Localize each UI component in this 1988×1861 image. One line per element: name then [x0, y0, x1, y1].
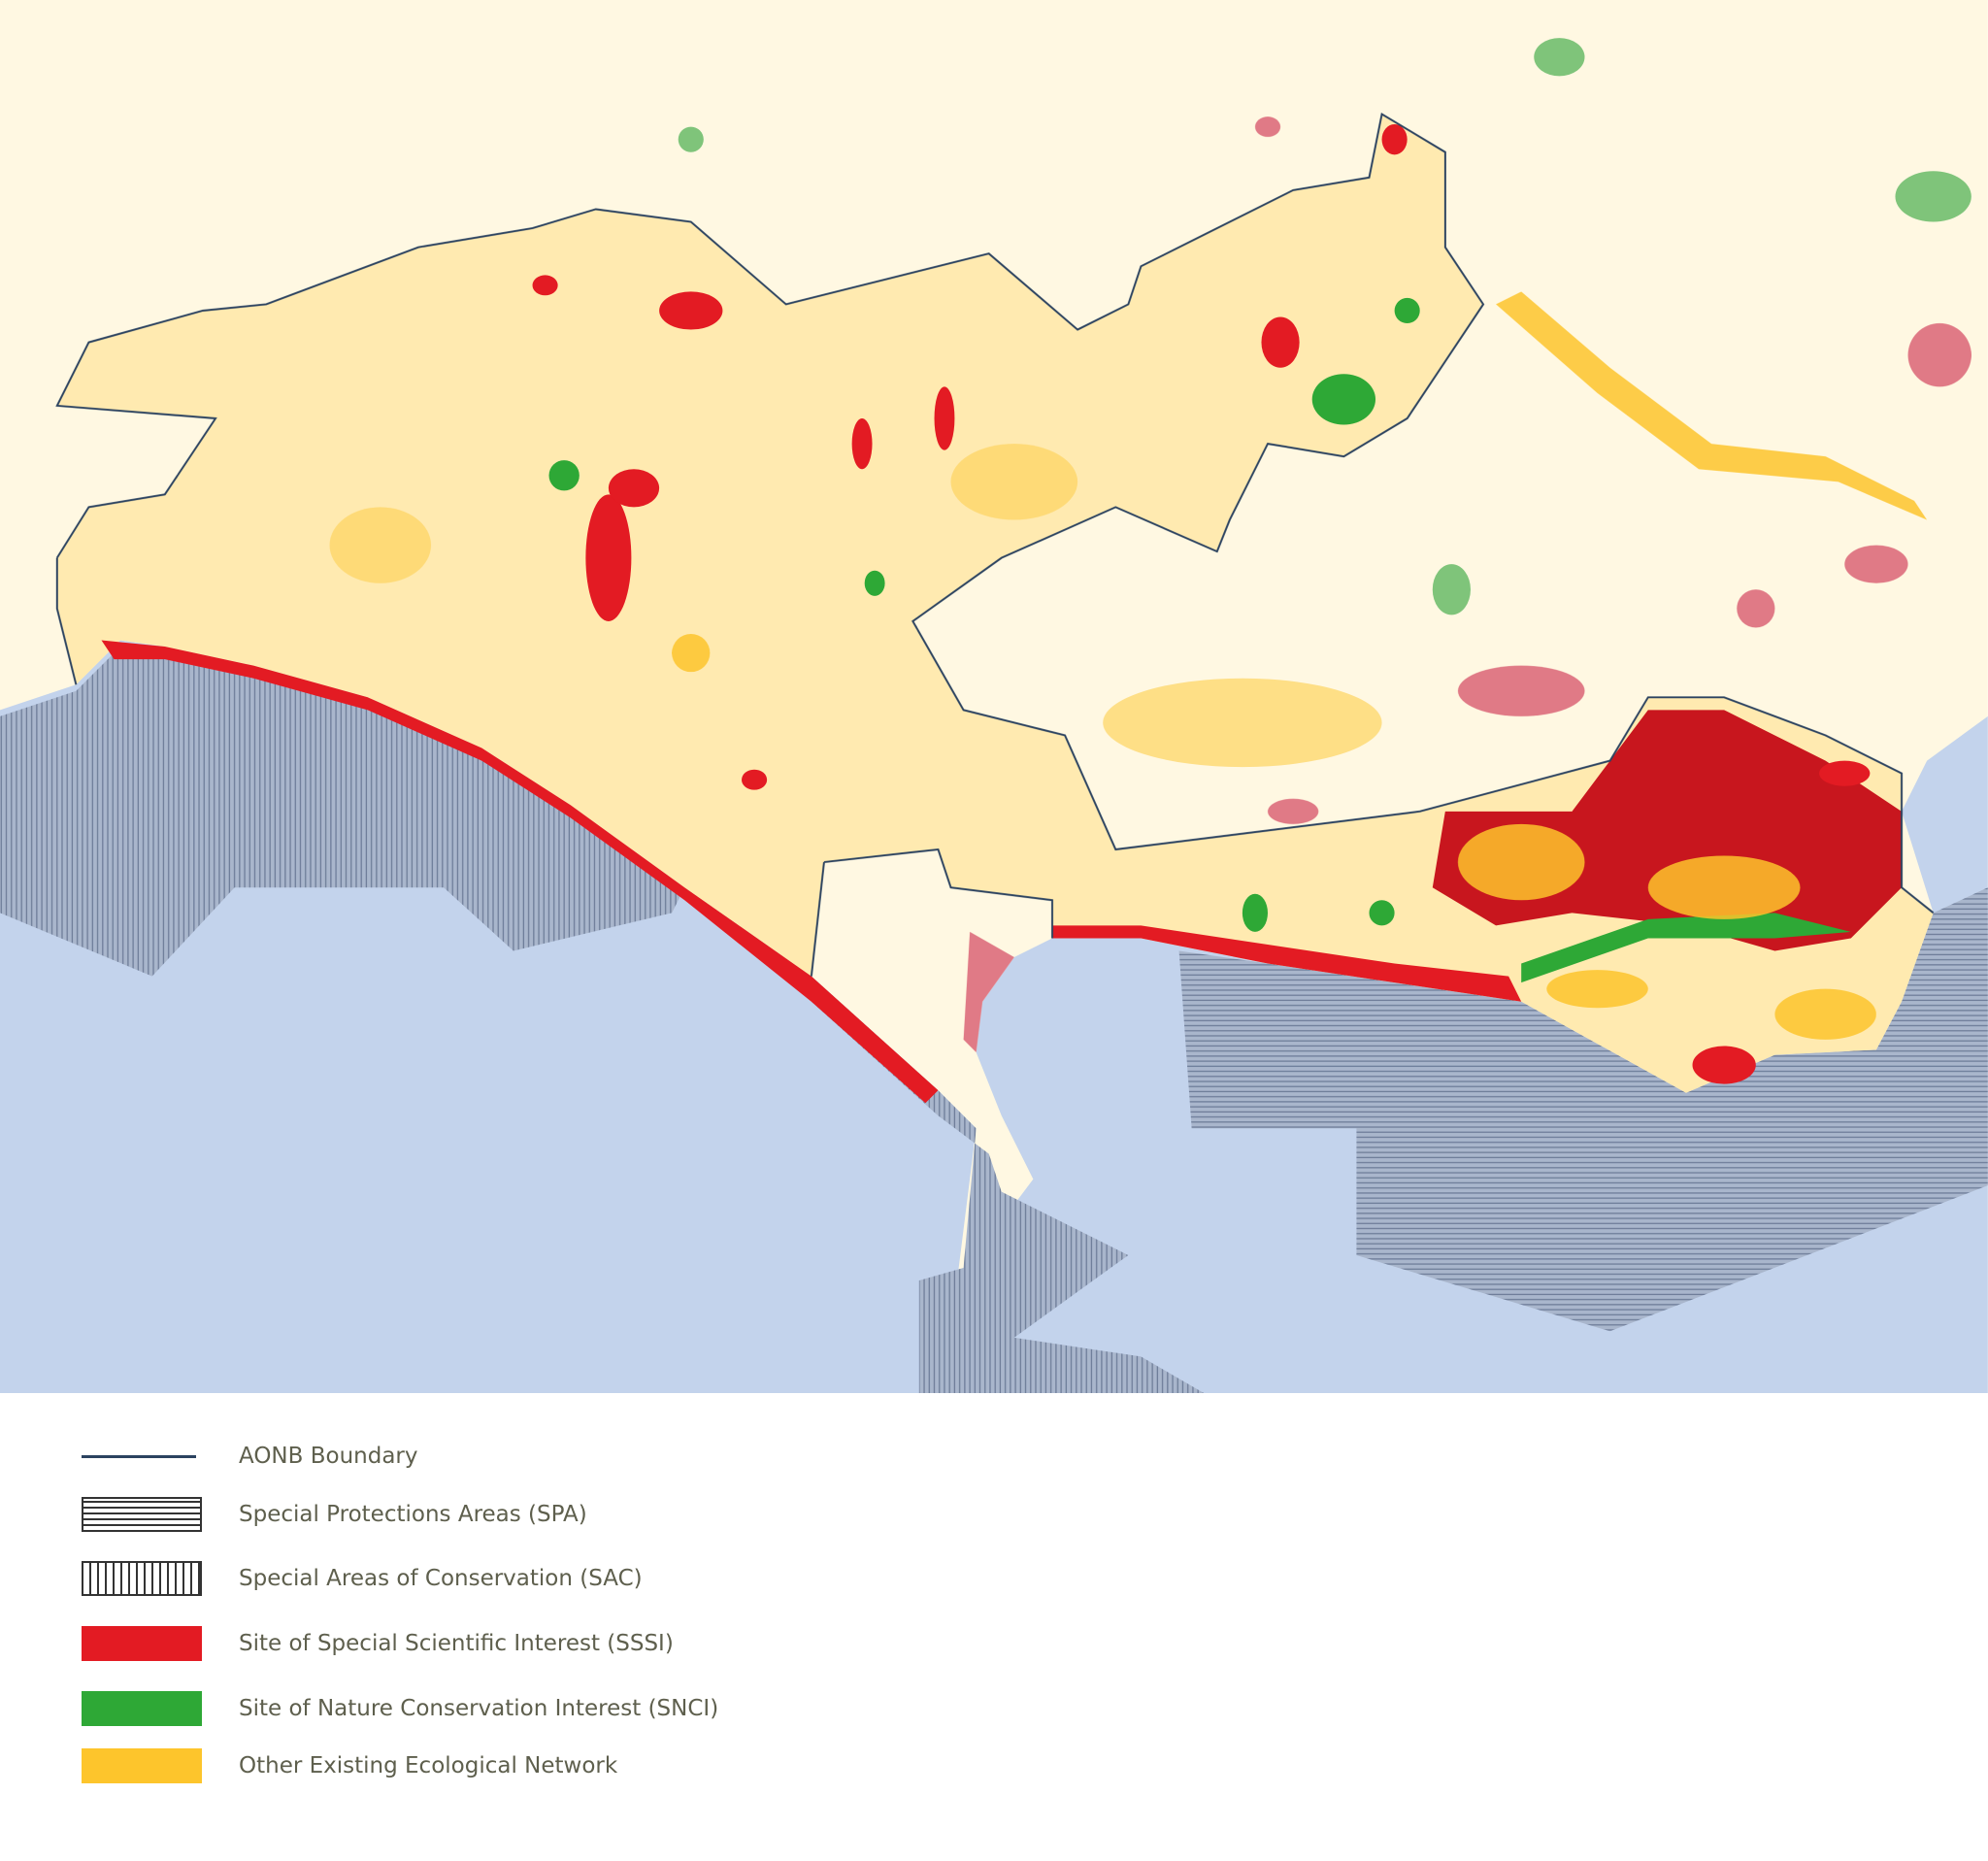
legend-label: Site of Special Scientific Interest (SSS… — [239, 1631, 674, 1656]
legend-label: Special Protections Areas (SPA) — [239, 1502, 587, 1527]
legend-item-spa: Special Protections Areas (SPA) — [82, 1495, 587, 1534]
sac-east — [1178, 887, 1988, 1332]
urban-areas — [963, 116, 1971, 1052]
legend-label: AONB Boundary — [239, 1444, 418, 1469]
legend-label: Site of Nature Conservation Interest (SN… — [239, 1696, 719, 1721]
legend-item-sssi: Site of Special Scientific Interest (SSS… — [82, 1624, 674, 1663]
legend-item-ecological-network: Other Existing Ecological Network — [82, 1746, 617, 1785]
aonb-boundary — [55, 112, 1935, 977]
legend-label: Other Existing Ecological Network — [239, 1753, 618, 1778]
snci-swatch — [82, 1691, 202, 1726]
sac-chesil — [684, 887, 1205, 1393]
ecological-network-patches — [329, 291, 1928, 1040]
sac-hatch-swatch — [82, 1561, 202, 1596]
ecological-network-swatch — [82, 1748, 202, 1783]
sssi-swatch — [82, 1626, 202, 1661]
legend-item-aonb: AONB Boundary — [82, 1437, 418, 1476]
legend-label: Special Areas of Conservation (SAC) — [239, 1566, 643, 1591]
sac-west — [0, 647, 685, 977]
map-legend: AONB Boundary Special Protections Areas … — [0, 1393, 1988, 1861]
legend-item-sac: Special Areas of Conservation (SAC) — [82, 1559, 643, 1598]
snci-patches — [548, 38, 1971, 983]
ecological-network-map — [0, 0, 1988, 1393]
aonb-line-swatch — [82, 1454, 196, 1458]
spa-hatch-swatch — [82, 1497, 202, 1532]
legend-item-snci: Site of Nature Conservation Interest (SN… — [82, 1689, 718, 1728]
